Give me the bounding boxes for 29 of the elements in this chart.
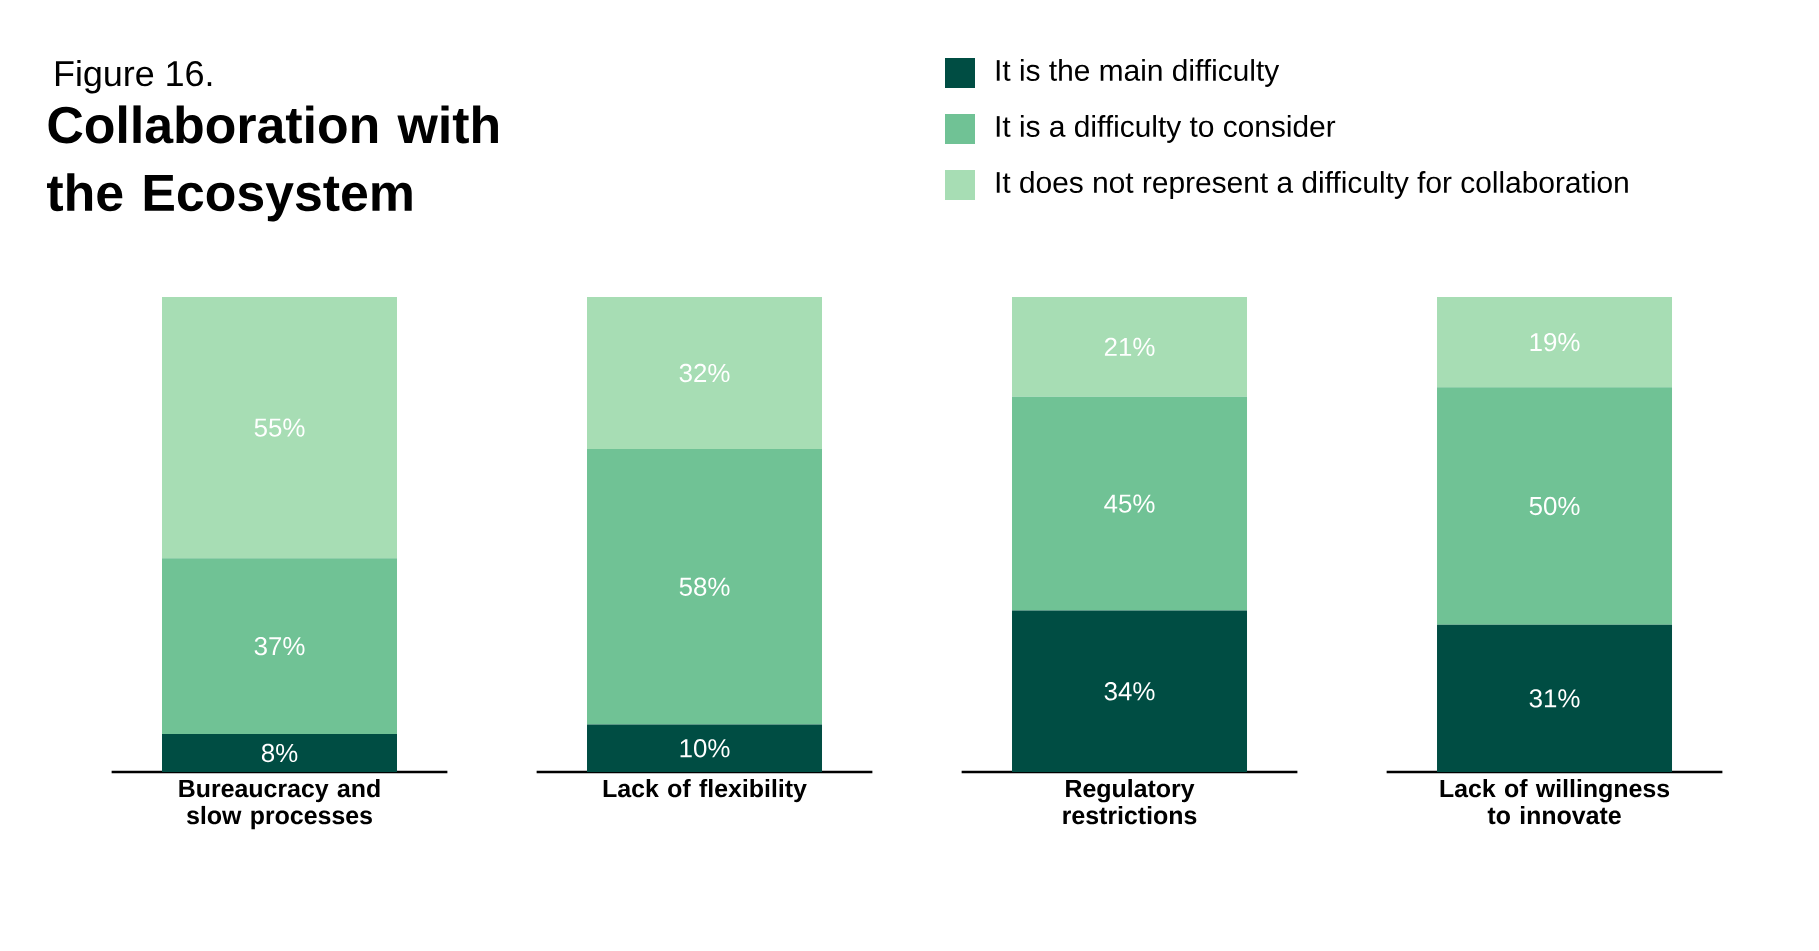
data-label: 19% <box>1530 332 1580 352</box>
legend-label: It is a difficulty to consider <box>996 115 1336 143</box>
x-tick-label: Bureaucracy and slow processes <box>179 779 380 830</box>
data-label: 50% <box>1529 496 1580 516</box>
data-label: 32% <box>679 363 730 383</box>
bar <box>1012 396 1248 611</box>
bar <box>1437 387 1673 625</box>
data-label: 8% <box>261 743 298 763</box>
data-label: 37% <box>254 636 305 656</box>
data-label: 45% <box>1104 494 1155 513</box>
data-label: 31% <box>1529 689 1580 708</box>
bar <box>587 448 823 725</box>
data-label: 34% <box>1104 682 1155 701</box>
bar <box>162 296 397 559</box>
legend-label: It does not represent a difficulty for collaboration <box>996 171 1628 199</box>
bar <box>1012 296 1248 397</box>
x-tick-label: Lack of flexibility <box>603 779 807 803</box>
chart-title: Collaboration with the Ecosystem <box>47 105 498 222</box>
caption: Figure 16. <box>55 59 212 94</box>
bar <box>587 296 823 449</box>
data-label: 58% <box>679 577 730 596</box>
x-tick-label: Regulatory restrictions <box>1063 779 1197 825</box>
data-label: 55% <box>254 418 305 437</box>
bar <box>162 558 397 734</box>
legend-label: It is the main difficulty <box>996 59 1280 87</box>
x-tick-label: Lack of willingness to innovate <box>1440 779 1670 825</box>
bar <box>1437 296 1673 388</box>
data-label: 21% <box>1104 337 1155 356</box>
data-label: 10% <box>680 739 730 758</box>
